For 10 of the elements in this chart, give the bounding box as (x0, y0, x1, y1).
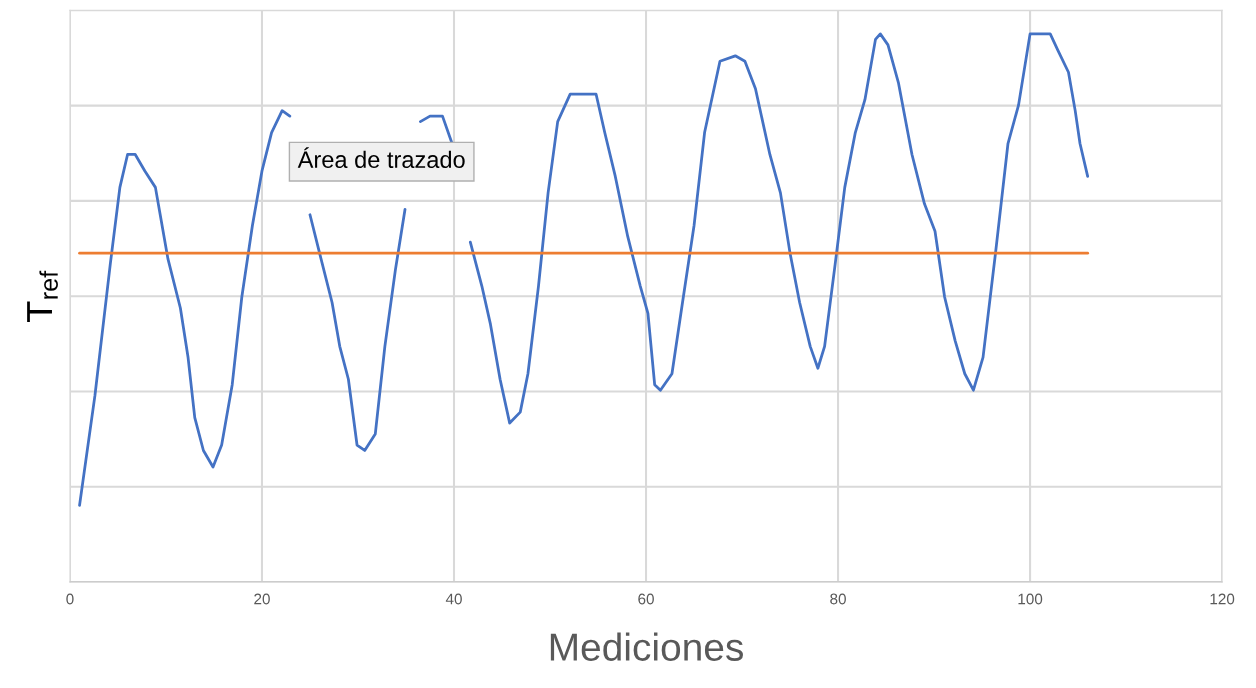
x-axis-title: Mediciones (550, 632, 743, 661)
x-tick-label: 0 (66, 593, 74, 605)
x-tick-label: 60 (638, 593, 654, 605)
annotation: Área de trazado (297, 147, 465, 169)
x-tick-label: 100 (1018, 593, 1043, 605)
y-axis-title: T$_{ref}$ (27, 270, 58, 322)
x-tick-label: 120 (1210, 593, 1235, 605)
x-tick-label: 40 (445, 593, 462, 605)
x-tick-label: 80 (830, 593, 846, 605)
x-tick-label: 20 (254, 593, 270, 605)
